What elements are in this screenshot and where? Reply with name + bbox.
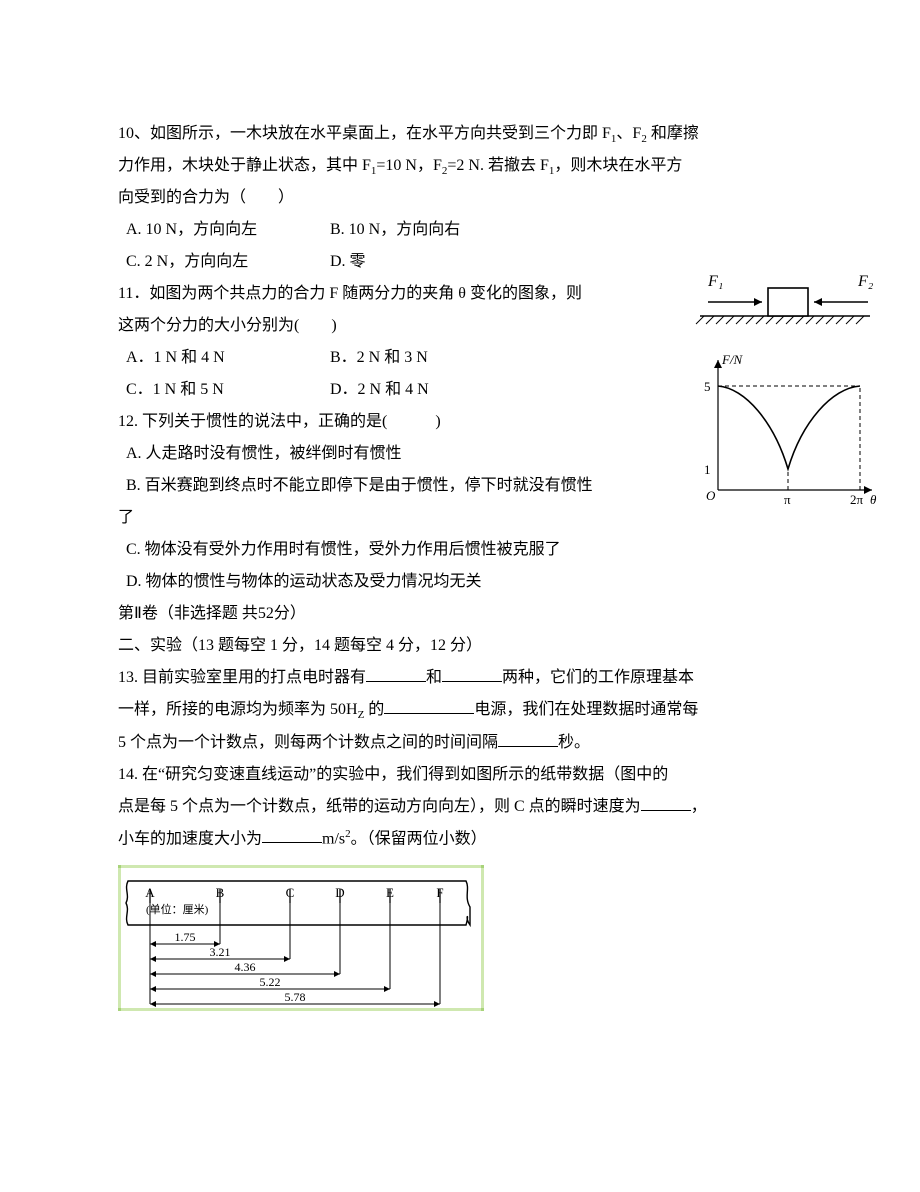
blank [384,696,474,715]
text: 电源，我们在处理数据时通常每 [474,701,698,718]
q10-line2: 力作用，木块处于静止状态，其中 F1=10 N，F2=2 N. 若撤去 F1，则… [118,150,810,182]
q10-line3: 向受到的合力为（ ） [118,182,810,214]
graph-ytick-1: 1 [704,462,711,477]
q14-line2: 点是每 5 个点为一个计数点，纸带的运动方向向左），则 C 点的瞬时速度为 ， [118,791,810,823]
text: 点是每 5 个点为一个计数点，纸带的运动方向向左），则 C 点的瞬时速度为 [118,798,641,815]
text: 10、如图所示，一木块放在水平桌面上，在水平方向共受到三个力即 F [118,125,611,142]
tape-label-A: A [145,885,155,900]
section-ii-header: 第Ⅱ卷（非选择题 共52分） [118,598,810,630]
tape-dim-3: 5.22 [260,975,281,989]
text: =2 N. 若撤去 F [447,157,548,174]
figure-tape: A B C D E F (单位：厘米) 1.75 3.21 4.36 5.22 5.78 [120,867,478,1009]
blank [442,664,502,683]
q13-line1: 13. 目前实验室里用的打点电时器有 和 两种，它们的工作原理基本 [118,662,810,694]
tape-label-E: E [386,885,394,900]
text: ， [691,798,707,815]
tape-dim-2: 4.36 [235,960,256,974]
text: 力作用，木块处于静止状态，其中 F [118,157,371,174]
q11-optB: B．2 N 和 3 N [330,342,428,374]
text: 、F [616,125,641,142]
tape-dim-1: 3.21 [210,945,231,959]
q10-optD: D. 零 [330,246,366,278]
tape-unit: (单位：厘米) [146,902,209,916]
tape-label-D: D [335,885,344,900]
blank [641,792,691,811]
graph-ytick-5: 5 [704,379,711,394]
figure-f-theta-graph: F/N θ O 5 1 π 2π [690,350,880,510]
text: 小车的加速度大小为 [118,830,262,847]
tape-label-F: F [436,885,443,900]
figure-tape-wrap: A B C D E F (单位：厘米) 1.75 3.21 4.36 5.22 5.78 [118,865,484,1011]
q11-optA: A．1 N 和 4 N [126,342,326,374]
q10-optC: C. 2 N，方向向左 [126,246,326,278]
q10-opts-ab: A. 10 N，方向向左 B. 10 N，方向向右 [118,214,810,246]
text: 和摩擦 [647,125,699,142]
q12-optD: D. 物体的惯性与物体的运动状态及受力情况均无关 [118,566,810,598]
q10-optB: B. 10 N，方向向右 [330,214,460,246]
q10-optA: A. 10 N，方向向左 [126,214,326,246]
right-figures: F₁ F₂ F/N θ O 5 1 π 2π [690,270,880,522]
q14-line1: 14. 在“研究匀变速直线运动”的实验中，我们得到如图所示的纸带数据（图中的 [118,759,810,791]
q13-line2: 一样，所接的电源均为频率为 50HZ 的电源，我们在处理数据时通常每 [118,694,810,726]
tape-label-C: C [286,885,295,900]
text: ，则木块在水平方 [554,157,682,174]
blank [262,824,322,843]
text: 的 [364,701,384,718]
text: 两种，它们的工作原理基本 [502,669,694,686]
q12-optC: C. 物体没有受外力作用时有惯性，受外力作用后惯性被克服了 [118,534,810,566]
text: 13. 目前实验室里用的打点电时器有 [118,669,366,686]
q10-line1: 10、如图所示，一木块放在水平桌面上，在水平方向共受到三个力即 F1、F2 和摩… [118,118,810,150]
tape-dim-4: 5.78 [285,990,306,1004]
q11-optC: C．1 N 和 5 N [126,374,326,406]
figure-block-forces: F₁ F₂ [690,270,880,334]
q11-optD: D．2 N 和 4 N [330,374,429,406]
tape-dim-0: 1.75 [175,930,196,944]
label-f2: F₂ [857,273,874,290]
experiment-header: 二、实验（13 题每空 1 分，14 题每空 4 分，12 分） [118,630,810,662]
graph-ylabel: F/N [721,352,744,367]
text: 和 [426,669,442,686]
blank [366,664,426,683]
graph-xlabel: θ [870,492,877,507]
q14-line3: 小车的加速度大小为m/s2。（保留两位小数） [118,823,810,855]
blank [498,728,558,747]
text: m/s [322,830,345,847]
graph-origin: O [706,488,716,503]
text: 一样，所接的电源均为频率为 50H [118,701,358,718]
text: 秒。 [558,734,590,751]
graph-xtick-2pi: 2π [850,492,864,507]
text: =10 N，F [376,157,441,174]
q13-line3: 5 个点为一个计数点，则每两个计数点之间的时间间隔 秒。 [118,727,810,759]
tape-label-B: B [216,885,225,900]
text: 。（保留两位小数） [351,830,487,847]
text: 5 个点为一个计数点，则每两个计数点之间的时间间隔 [118,734,498,751]
graph-xtick-pi: π [784,492,791,507]
label-f1: F₁ [707,273,723,290]
